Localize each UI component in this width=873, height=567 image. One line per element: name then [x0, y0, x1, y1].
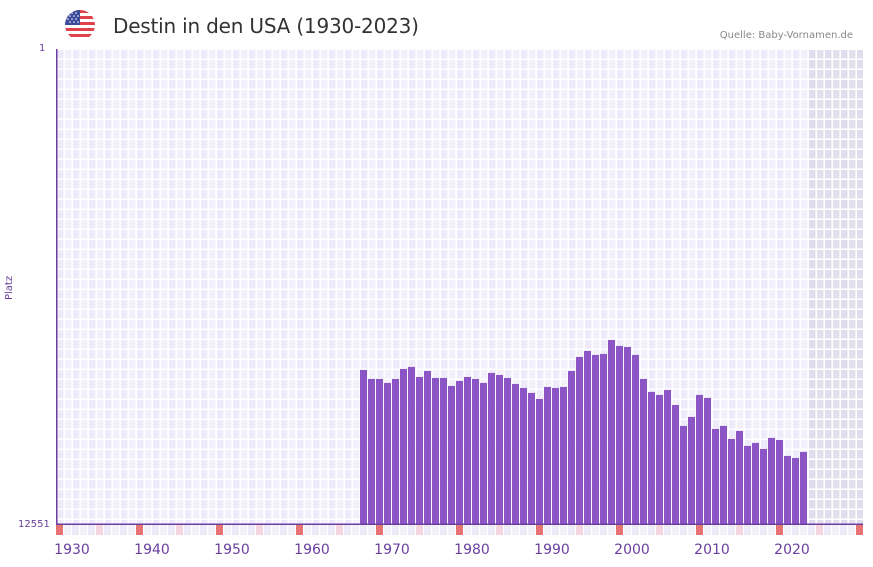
- bar-1971: [400, 368, 407, 525]
- bar-2009: [704, 397, 711, 525]
- bar-1975: [432, 377, 439, 525]
- x-axis-year-marks: [56, 525, 863, 535]
- bar-1981: [480, 382, 487, 525]
- bar-2008: [696, 394, 703, 525]
- x-tick-2010: 2010: [694, 542, 730, 558]
- bar-2003: [656, 394, 663, 525]
- bar-1986: [520, 387, 527, 525]
- x-tick-2000: 2000: [614, 542, 650, 558]
- page-title: Destin in den USA (1930-2023): [113, 14, 419, 38]
- bar-1997: [608, 339, 615, 525]
- bar-2007: [688, 416, 695, 525]
- bar-1998: [616, 345, 623, 525]
- bar-2004: [664, 389, 671, 525]
- bar-1973: [416, 376, 423, 525]
- bar-1999: [624, 346, 631, 525]
- bar-1972: [408, 366, 415, 525]
- y-axis-line: [56, 49, 58, 525]
- x-tick-1980: 1980: [454, 542, 490, 558]
- bar-1985: [512, 383, 519, 525]
- y-tick-top: 1: [39, 43, 46, 54]
- x-tick-1960: 1960: [294, 542, 330, 558]
- bar-2001: [640, 378, 647, 525]
- bar-1976: [440, 377, 447, 525]
- bar-1995: [592, 354, 599, 525]
- bar-1990: [552, 387, 559, 525]
- bar-2011: [720, 425, 727, 525]
- bar-2020: [792, 457, 799, 525]
- y-tick-bottom: 12551: [18, 519, 50, 530]
- bar-2006: [680, 425, 687, 525]
- bar-2015: [752, 442, 759, 525]
- bar-1989: [544, 386, 551, 525]
- bar-1994: [584, 350, 591, 525]
- bar-2018: [776, 439, 783, 525]
- bar-1983: [496, 374, 503, 525]
- x-axis-line: [56, 523, 863, 525]
- bar-1968: [376, 378, 383, 525]
- x-tick-1990: 1990: [534, 542, 570, 558]
- us-flag-icon: [65, 10, 95, 40]
- bar-1970: [392, 378, 399, 525]
- bar-1980: [472, 378, 479, 525]
- bar-1987: [528, 392, 535, 525]
- bar-1969: [384, 382, 391, 525]
- x-tick-2020: 2020: [774, 542, 810, 558]
- bar-1974: [424, 370, 431, 525]
- x-tick-1950: 1950: [214, 542, 250, 558]
- bar-1988: [536, 398, 543, 525]
- bar-2000: [632, 354, 639, 525]
- bar-2014: [744, 445, 751, 525]
- bar-1977: [448, 385, 455, 525]
- bar-2013: [736, 430, 743, 525]
- bar-1993: [576, 356, 583, 525]
- bar-2005: [672, 404, 679, 525]
- bar-2010: [712, 428, 719, 525]
- x-tick-1930: 1930: [54, 542, 90, 558]
- x-tick-1940: 1940: [134, 542, 170, 558]
- bar-chart-plot: [56, 49, 863, 525]
- bar-1991: [560, 386, 567, 525]
- bar-1967: [368, 378, 375, 525]
- bar-1984: [504, 377, 511, 525]
- y-axis-title: Platz: [4, 275, 15, 300]
- bar-2021: [800, 451, 807, 525]
- source-credit: Quelle: Baby-Vornamen.de: [719, 30, 853, 41]
- bar-1978: [456, 380, 463, 525]
- bar-1996: [600, 353, 607, 525]
- bar-1979: [464, 376, 471, 525]
- bar-1966: [360, 369, 367, 525]
- bar-2002: [648, 391, 655, 525]
- x-tick-1970: 1970: [374, 542, 410, 558]
- bar-2016: [760, 448, 767, 525]
- bar-2019: [784, 455, 791, 525]
- bar-1982: [488, 372, 495, 525]
- bar-1992: [568, 370, 575, 525]
- bar-2017: [768, 437, 775, 525]
- bar-2012: [728, 438, 735, 525]
